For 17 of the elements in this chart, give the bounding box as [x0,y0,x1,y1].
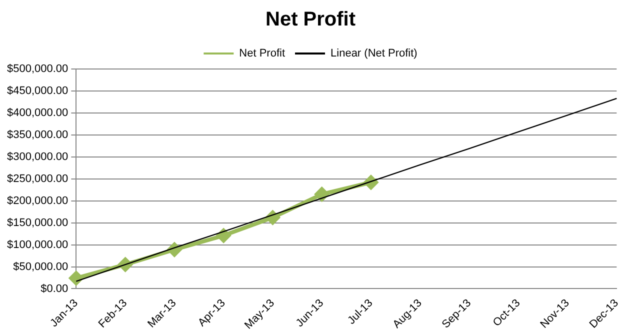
point [314,187,329,202]
y-tick-label: $400,000.00 [7,106,68,119]
y-tick-label: $300,000.00 [7,150,68,163]
y-tick-label: $450,000.00 [7,85,68,98]
y-tick-label: $50,000.00 [13,260,68,273]
y-tick-label: $0.00 [40,282,68,295]
point [69,271,84,286]
y-tick-label: $200,000.00 [7,194,68,207]
y-tick-label: $250,000.00 [7,172,68,185]
legend-label: Net Profit [239,48,286,60]
y-tick-label: $150,000.00 [7,216,68,229]
y-tick-label: $100,000.00 [7,238,68,251]
legend-label: Linear (Net Profit) [330,48,418,60]
chart-title: Net Profit [266,8,356,31]
point [216,228,231,243]
y-tick-label: $500,000.00 [7,63,68,76]
y-tick-label: $350,000.00 [7,128,68,141]
